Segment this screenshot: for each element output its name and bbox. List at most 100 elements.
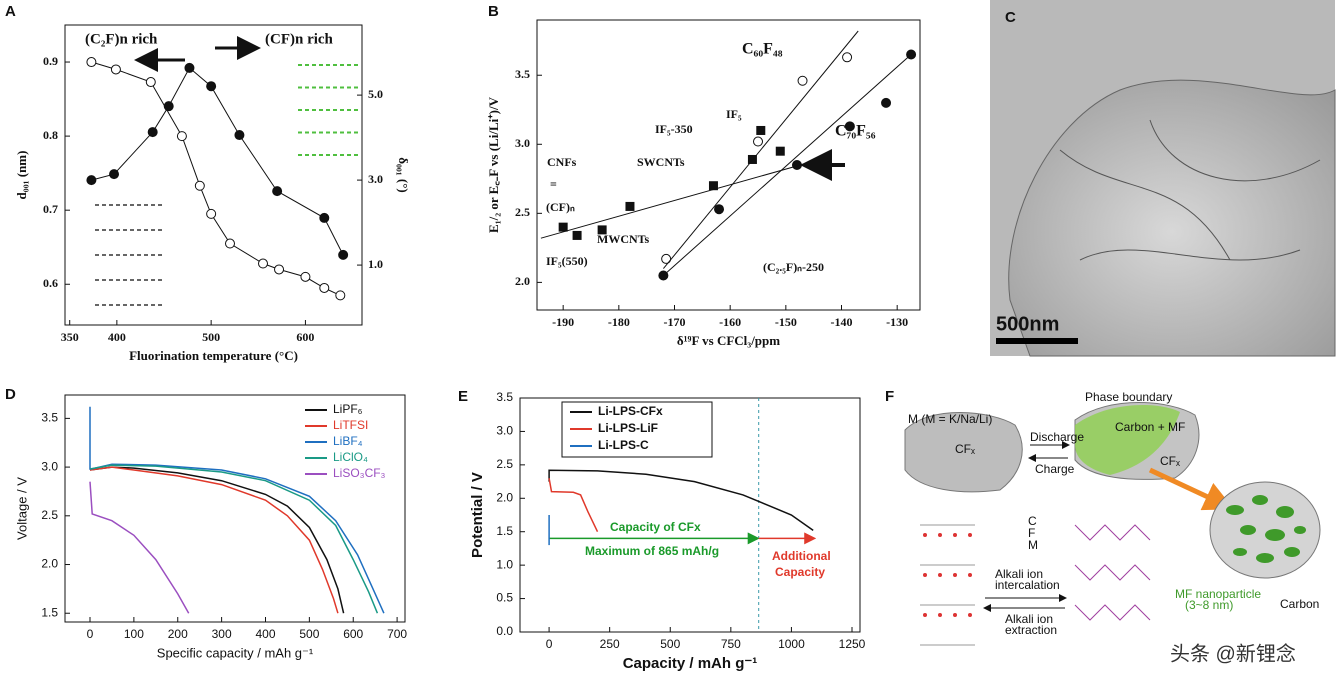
plots: A 350 400 500 600 0.6 0.7 0.8 0.9 1.0 3.0 5.0 Fluori…: [5, 3, 921, 672]
nanoparticles: [1226, 495, 1306, 563]
x-tick-label: -140: [831, 315, 853, 329]
annotation: MWCNTs: [597, 232, 650, 246]
panel-label: C: [1005, 9, 1016, 26]
marker: [86, 57, 97, 68]
marker: [881, 97, 892, 108]
label: MF nanoparticle: [1175, 587, 1261, 601]
y2-tick-label: 1.0: [368, 257, 383, 271]
y-tick-label: 2.0: [515, 274, 530, 288]
scale-text: 500nm: [996, 313, 1059, 335]
annotation: C₇₀F₅₆: [835, 123, 876, 140]
legend-label: LiBF₄: [333, 434, 363, 448]
panel-label: B: [488, 3, 499, 20]
panel-e: E 0 250 500 750 1000 1250 0.0 0.5 1.0 1.5 2.0 2.5 3.0…: [458, 388, 866, 672]
sheet: [1008, 79, 1336, 357]
y2-tick-label: 3.0: [368, 172, 383, 186]
marker: [272, 186, 283, 197]
annotation: (CF)n rich: [265, 31, 334, 47]
marker: [163, 101, 174, 112]
y2-axis-label: δ₀₀₁ (°): [396, 157, 411, 193]
x-axis-label: Specific capacity / mAh g⁻¹: [157, 645, 314, 660]
x-tick-label: -190: [552, 315, 574, 329]
y-tick-label: 3.5: [515, 67, 530, 81]
legend-label: LiSO₃CF₃: [333, 466, 386, 480]
x-tick-label: 0: [546, 637, 553, 651]
watermark: 头条 @新锂念: [1170, 641, 1296, 665]
marker: [797, 75, 808, 86]
series-line: [89, 466, 339, 614]
series-line: [663, 30, 859, 269]
x-tick-label: 1250: [839, 637, 866, 651]
panel-c: C 500nm: [990, 0, 1336, 357]
annotation: (CF)ₙ: [546, 200, 575, 214]
panel-f: F M (M = K/Na/Li) CFₓ Phase boundary Car…: [885, 388, 1321, 665]
series-line: [91, 67, 344, 256]
series-line: [89, 464, 379, 614]
cfx-particle: [904, 412, 1023, 493]
x-tick-label: 1000: [778, 637, 805, 651]
y-tick-label: 2.5: [515, 205, 530, 219]
x-axis-label: Capacity / mAh g⁻¹: [623, 655, 758, 672]
label: Alkali ion: [1005, 612, 1053, 626]
marker: [206, 81, 217, 92]
panel-label: A: [5, 3, 16, 20]
panel-b: B -190 -180 -170 -160 -150 -140 -130 2.0 2.5 3.0 3.…: [486, 3, 921, 348]
y-tick-label: 0.5: [496, 591, 513, 605]
x-tick-label: -170: [664, 315, 686, 329]
x-tick-label: 600: [296, 330, 314, 344]
label: Alkali ion: [995, 567, 1043, 581]
marker: [194, 180, 205, 191]
label: Phase boundary: [1085, 390, 1172, 404]
y-tick-label: 2.5: [496, 457, 513, 471]
plot-frame: [64, 24, 363, 326]
marker: [597, 225, 607, 235]
marker: [86, 175, 97, 186]
x-tick-label: 200: [168, 627, 188, 641]
legend-label: Li-LPS-C: [598, 438, 649, 452]
x-tick-label: 0: [87, 627, 94, 641]
y-tick-label: 1.0: [496, 557, 513, 571]
x-tick-label: 400: [255, 627, 275, 641]
annotation: CNFs: [547, 155, 577, 169]
panel-label: E: [458, 388, 468, 405]
annotation: Capacity of CFx: [610, 520, 701, 534]
legend-label: LiTFSI: [333, 418, 368, 432]
y-tick-label: 0.9: [43, 54, 58, 68]
marker: [206, 208, 217, 219]
annotation: SWCNTs: [637, 155, 685, 169]
series-line: [548, 469, 814, 532]
label: Discharge: [1030, 430, 1084, 444]
marker: [274, 264, 285, 275]
marker: [319, 212, 330, 223]
x-tick-label: 300: [212, 627, 232, 641]
marker: [625, 201, 635, 211]
annotation: Capacity: [775, 565, 825, 579]
marker: [756, 125, 766, 135]
y-tick-label: 1.5: [41, 605, 58, 619]
marker: [109, 169, 120, 180]
y-tick-label: 3.0: [496, 424, 513, 438]
x-tick-label: 500: [299, 627, 319, 641]
x-tick-label: 700: [387, 627, 407, 641]
marker: [338, 249, 349, 260]
annotation: Additional: [772, 549, 831, 563]
label: CFₓ: [955, 442, 975, 456]
marker: [225, 238, 235, 249]
y-axis-label: d₀₀₁ (nm): [14, 151, 29, 200]
series-line: [548, 478, 599, 533]
y-tick-label: 0.6: [43, 276, 58, 290]
x-tick-label: 600: [343, 627, 363, 641]
zoom-arrow: [1148, 467, 1235, 511]
marker: [258, 258, 268, 269]
marker: [335, 290, 346, 301]
y-tick-label: 2.0: [496, 490, 513, 504]
x-tick-label: -160: [719, 315, 741, 329]
y-tick-label: 3.5: [496, 390, 513, 404]
legend-label: Li-LPS-LiF: [598, 421, 658, 435]
marker: [319, 282, 330, 293]
marker: [844, 121, 855, 132]
series-line: [540, 157, 825, 239]
y-tick-label: 1.5: [496, 524, 513, 538]
y-tick-label: 2.5: [41, 508, 58, 522]
